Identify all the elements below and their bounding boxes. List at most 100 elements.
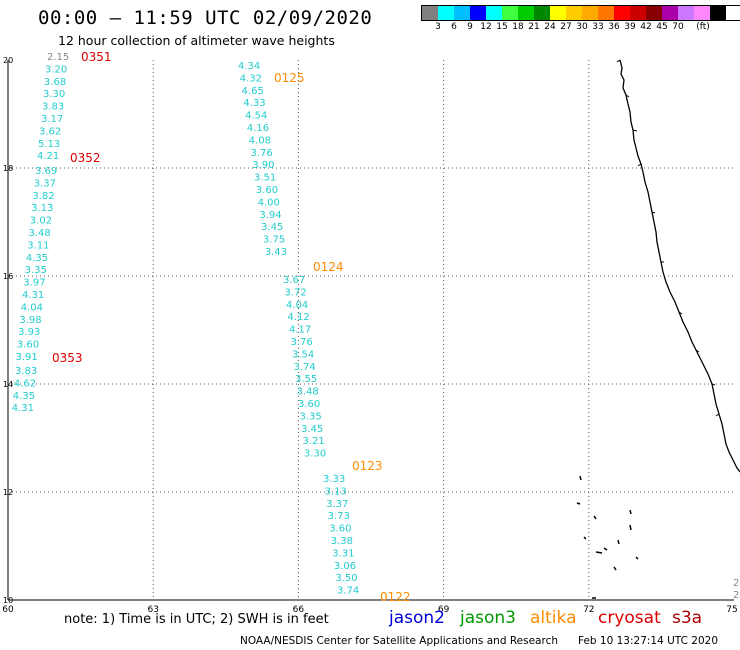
edge-value: 2. — [733, 590, 740, 601]
wave-height-value: 3.51 — [254, 173, 276, 184]
x-tick-label: 69 — [438, 605, 450, 615]
wave-height-value: 4.17 — [289, 325, 311, 336]
wave-height-value: 4.32 — [240, 73, 262, 84]
wave-height-value: 3.45 — [261, 222, 283, 233]
legend-label: 9 — [467, 22, 473, 32]
legend-swatch — [454, 6, 470, 20]
legend-label: 36 — [608, 22, 620, 32]
wave-height-value: 2.15 — [47, 52, 69, 63]
satellite-pass: 3.693.37 3.823.13 3.023.483.11 4.353.35 3.97… — [16, 151, 101, 363]
wave-height-value: 4.16 — [247, 123, 269, 134]
y-tick-label: 18 — [3, 164, 13, 173]
satellite-name: jason2 — [389, 608, 445, 628]
legend-swatch — [486, 6, 502, 20]
wave-height-value: 3.43 — [265, 247, 287, 258]
legend-label: 45 — [656, 22, 668, 32]
wave-height-value: 3.06 — [334, 561, 356, 572]
y-tick-label: 10 — [3, 596, 13, 605]
wave-height-value: 3.60 — [298, 399, 320, 410]
color-legend: 3 6 9 12 15 18 21 24 27 30 33 36 39 42 45 70 (ft) — [421, 5, 740, 33]
wave-height-value: 3.38 — [331, 536, 353, 547]
wave-height-value: 3.90 — [252, 160, 274, 171]
wave-height-value: 4.04 — [286, 300, 308, 311]
satellite-pass: 0122 — [380, 590, 411, 604]
wave-height-value: 3.48 — [29, 228, 51, 239]
wave-height-value: 3.50 — [335, 573, 357, 584]
wave-height-value: 3.21 — [303, 436, 325, 447]
satellite-name: s3a — [672, 608, 703, 628]
wave-height-value: 4.12 — [288, 312, 310, 323]
wave-height-value: 3.20 — [45, 64, 67, 75]
wave-height-value: 3.83 — [42, 102, 64, 113]
x-tick-label: 75 — [726, 605, 737, 615]
legend-swatch — [598, 6, 614, 20]
legend-label: 18 — [512, 22, 524, 32]
wave-height-value: 3.91 — [16, 352, 38, 363]
wave-height-value: 3.97 — [23, 278, 45, 289]
wave-height-value: 3.37 — [34, 178, 56, 189]
wave-height-value: 4.33 — [243, 98, 265, 109]
wave-height-value: 3.13 — [31, 203, 53, 214]
wave-height-value: 3.11 — [27, 240, 49, 251]
satellite-pass: 3.673.72 4.044.12 4.173.763.54 3.743.55 3.48… — [283, 260, 344, 460]
legend-swatch — [710, 6, 726, 20]
legend-labels: 3 6 9 12 15 18 21 24 27 30 33 36 39 42 45 70 (ft) — [421, 21, 740, 33]
y-tick-label: 12 — [3, 488, 13, 497]
wave-height-value: 3.75 — [263, 235, 285, 246]
satellite-name: cryosat — [598, 608, 661, 628]
wave-height-value: 3.55 — [295, 374, 317, 385]
legend-swatch — [678, 6, 694, 20]
wave-height-value: 3.35 — [300, 411, 322, 422]
satellite-name: jason3 — [460, 608, 516, 628]
wave-height-value: 3.60 — [329, 524, 351, 535]
wave-height-value: 3.62 — [39, 126, 61, 137]
wave-height-value: 3.54 — [292, 349, 314, 360]
island-marks — [576, 475, 639, 599]
legend-swatch — [550, 6, 566, 20]
wave-height-value: 3.02 — [30, 216, 52, 227]
legend-label: 6 — [451, 22, 457, 32]
wave-height-value: 3.73 — [328, 511, 350, 522]
pass-label: 0352 — [70, 151, 101, 165]
legend-label: 27 — [560, 22, 572, 32]
wave-height-values: 2.153.203.683.303.833.173.625.134.210351… — [12, 50, 740, 604]
wave-height-value: 4.21 — [37, 151, 59, 162]
pass-label: 0353 — [52, 351, 83, 365]
wave-height-value: 3.76 — [250, 148, 272, 159]
legend-label: 39 — [624, 22, 636, 32]
x-tick-label: 63 — [147, 605, 158, 615]
y-tick-label: 20 — [3, 56, 13, 65]
wave-height-value: 4.35 — [26, 253, 48, 264]
wave-height-value: 4.65 — [242, 86, 264, 97]
wave-height-value: 4.31 — [22, 290, 44, 301]
footnote: note: 1) Time is in UTC; 2) SWH is in fe… — [64, 612, 329, 627]
wave-height-value: 3.37 — [326, 499, 348, 510]
wave-height-value: 3.74 — [337, 586, 359, 597]
edge-value: 2. — [733, 578, 740, 589]
wave-height-value: 3.48 — [297, 387, 319, 398]
legend-label: 12 — [480, 22, 492, 32]
page-title: 00:00 – 11:59 UTC 02/09/2020 — [38, 7, 373, 29]
legend-swatch — [662, 6, 678, 20]
legend-label: (ft) — [696, 22, 710, 32]
map-grid — [7, 60, 734, 601]
legend-swatch — [694, 6, 710, 20]
legend-swatches — [421, 5, 740, 21]
legend-swatch — [502, 6, 518, 20]
wave-height-value: 4.62 — [14, 378, 36, 389]
wave-height-value: 3.67 — [283, 275, 305, 286]
wave-height-value: 3.74 — [294, 362, 316, 373]
wave-height-value: 3.83 — [15, 366, 37, 377]
wave-height-value: 3.33 — [323, 474, 345, 485]
coastline — [576, 59, 740, 599]
legend-swatch — [646, 6, 662, 20]
wave-height-value: 3.30 — [304, 449, 326, 460]
credit-timestamp: Feb 10 13:27:14 UTC 2020 — [578, 635, 718, 647]
wave-height-value: 4.54 — [245, 111, 267, 122]
wave-height-value: 3.82 — [32, 191, 54, 202]
legend-label: 70 — [672, 22, 684, 32]
legend-label: 3 — [435, 22, 441, 32]
coastline-detail — [616, 59, 720, 417]
satellite-pass: 4.344.32 4.654.33 4.544.164.08 3.763.90 3.51… — [238, 61, 305, 258]
